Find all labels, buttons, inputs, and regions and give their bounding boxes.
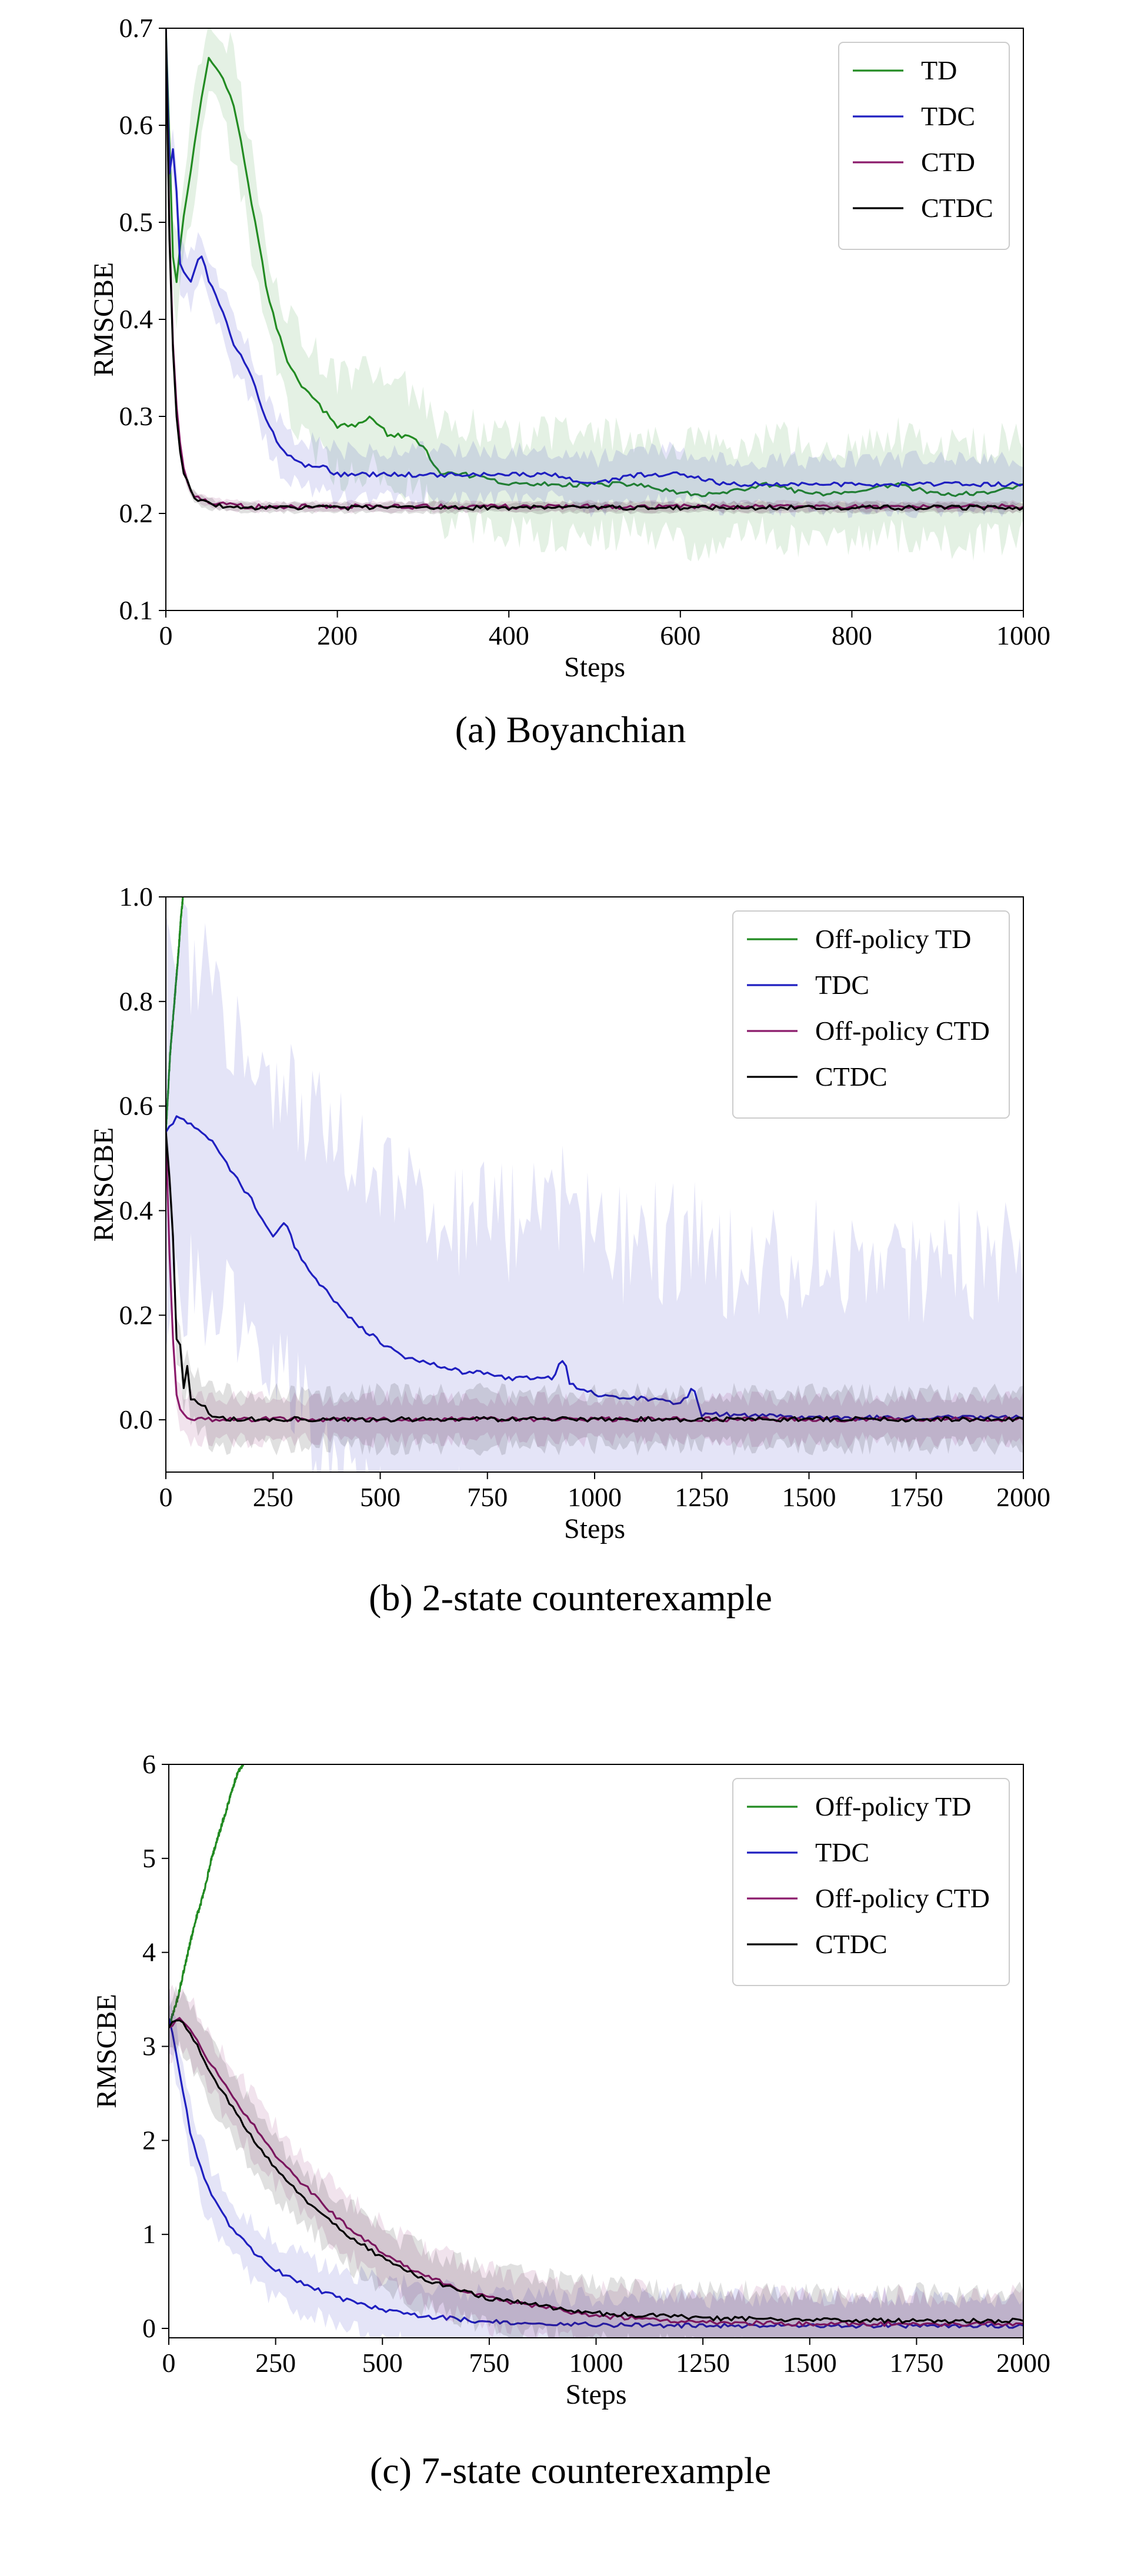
legend-entry: Off-policy TD <box>815 1791 971 1821</box>
series-line <box>169 1764 245 2028</box>
plot-area <box>166 897 1023 1472</box>
y-tick-label: 0.6 <box>119 110 154 140</box>
y-tick-label: 0.3 <box>119 401 154 431</box>
y-tick-label: 0.2 <box>119 498 154 528</box>
x-tick-label: 1000 <box>569 2348 623 2378</box>
series-line <box>166 1115 1023 1421</box>
y-tick-label: 0.4 <box>119 304 154 334</box>
series-line <box>169 2019 1023 2324</box>
x-tick-label: 1750 <box>889 1482 943 1512</box>
x-tick-label: 500 <box>360 1482 401 1512</box>
series-line <box>166 28 1023 488</box>
plot-area <box>169 1764 1023 2338</box>
y-tick-label: 2 <box>142 2125 156 2155</box>
x-tick-label: 1750 <box>889 2348 943 2378</box>
x-tick-label: 1500 <box>782 1482 836 1512</box>
y-tick-label: 0.1 <box>119 595 154 625</box>
legend-entry: CTDC <box>815 1062 888 1092</box>
x-tick-label: 1250 <box>675 1482 729 1512</box>
y-axis-label: RMSCBE <box>88 1127 119 1242</box>
legend-entry: Off-policy TD <box>815 924 971 954</box>
x-tick-label: 400 <box>489 620 529 650</box>
x-tick-label: 0 <box>162 2348 176 2378</box>
y-tick-label: 0 <box>142 2313 156 2343</box>
series-band <box>169 1986 1023 2338</box>
x-tick-label: 2000 <box>996 2348 1050 2378</box>
y-tick-label: 0.2 <box>119 1300 154 1330</box>
y-tick-label: 0.5 <box>119 207 154 237</box>
legend-entry: CTDC <box>921 193 993 223</box>
legend-entry: CTD <box>921 147 975 177</box>
x-tick-label: 750 <box>469 2348 509 2378</box>
chart-panel-a: 0 200 400 600 800 1000 0.1 0.2 0.3 0.4 0.5 0.6 0.7 St… <box>88 13 1050 750</box>
series-band <box>169 1984 1023 2338</box>
series-line <box>166 28 1023 511</box>
y-tick-label: 3 <box>142 2031 156 2061</box>
y-tick-label: 6 <box>142 1749 156 1779</box>
x-tick-label: 2000 <box>996 1482 1050 1512</box>
x-tick-label: 0 <box>159 1482 173 1512</box>
x-tick-label: 1250 <box>676 2348 730 2378</box>
y-tick-label: 1.0 <box>119 882 154 912</box>
x-tick-label: 750 <box>467 1482 508 1512</box>
y-tick-label: 0.8 <box>119 986 154 1016</box>
figure-caption: (a) Boyanchian <box>455 709 686 750</box>
y-tick-label: 5 <box>142 1843 156 1873</box>
plot-area <box>166 28 1023 562</box>
legend: Off-policy TD TDC Off-policy CTD CTDC <box>732 910 1010 1119</box>
legend-entry: Off-policy CTD <box>815 1883 990 1913</box>
legend-box <box>732 910 1010 1119</box>
x-tick-label: 1000 <box>996 620 1050 650</box>
y-tick-label: 0.7 <box>119 13 154 43</box>
legend-box <box>732 1778 1010 1986</box>
x-axis-label: Steps <box>565 2379 626 2410</box>
series-band <box>169 1983 1023 2338</box>
x-tick-label: 800 <box>832 620 872 650</box>
y-tick-label: 1 <box>142 2219 156 2249</box>
legend: Off-policy TD TDC Off-policy CTD CTDC <box>732 1778 1010 1986</box>
series-band <box>166 902 1023 1472</box>
legend-entry: TDC <box>921 101 975 131</box>
x-tick-label: 250 <box>255 2348 296 2378</box>
x-axis-label: Steps <box>564 1513 625 1544</box>
x-tick-label: 500 <box>362 2348 403 2378</box>
series-band <box>166 28 1023 562</box>
legend-entry: Off-policy CTD <box>815 1016 990 1046</box>
chart-panel-b: 0 250 500 750 1000 1250 1500 1750 2000 0.0 0.2 0.4 0… <box>88 882 1050 1619</box>
legend-entry: CTDC <box>815 1929 888 1959</box>
legend: TD TDC CTD CTDC <box>838 42 1010 250</box>
legend-entry: TDC <box>815 1837 869 1867</box>
y-tick-label: 0.4 <box>119 1195 154 1225</box>
y-axis-label: RMSCBE <box>88 262 119 377</box>
y-axis-label: RMSCBE <box>91 1994 122 2108</box>
x-axis-label: Steps <box>564 652 625 683</box>
x-tick-label: 200 <box>317 620 358 650</box>
legend-box <box>838 42 1010 250</box>
y-tick-label: 0.6 <box>119 1091 154 1121</box>
series-band <box>166 1106 1023 1456</box>
y-tick-label: 4 <box>142 1937 156 1967</box>
series-band <box>166 28 1023 518</box>
x-tick-label: 250 <box>253 1482 293 1512</box>
series-line <box>166 897 184 1133</box>
series-line <box>166 1132 1023 1423</box>
x-tick-label: 1000 <box>568 1482 622 1512</box>
x-tick-label: 600 <box>660 620 700 650</box>
series-line <box>169 2018 1023 2329</box>
series-line <box>169 2017 1023 2327</box>
series-band <box>166 1107 1023 1449</box>
y-tick-label: 0.0 <box>119 1404 154 1434</box>
legend-entry: TDC <box>815 970 869 1000</box>
x-tick-label: 1500 <box>783 2348 837 2378</box>
x-tick-label: 0 <box>159 620 173 650</box>
figure-caption: (c) 7-state counterexample <box>370 2450 771 2491</box>
figure-caption: (b) 2-state counterexample <box>369 1577 772 1619</box>
chart-panel-c: 0 250 500 750 1000 1250 1500 1750 2000 0 1 2 3 4 5 6 Ste… <box>91 1749 1050 2491</box>
legend-entry: TD <box>921 55 957 85</box>
